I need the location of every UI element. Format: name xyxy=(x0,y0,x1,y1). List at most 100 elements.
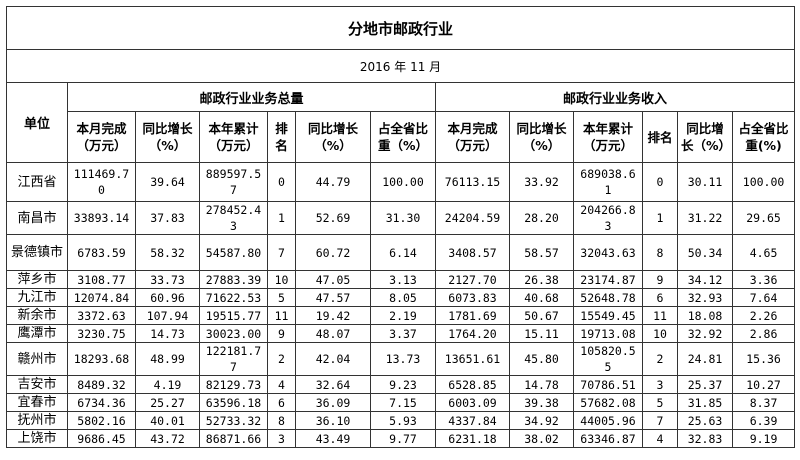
volume-cell: 9.77 xyxy=(370,429,436,448)
report-date: 2016 年 11 月 xyxy=(5,49,796,83)
volume-cell: 3 xyxy=(267,429,296,448)
revenue-cell: 26.38 xyxy=(509,270,574,289)
revenue-cell: 10 xyxy=(642,324,678,343)
volume-cell: 33.73 xyxy=(135,270,200,289)
revenue-cell: 6231.18 xyxy=(435,429,510,448)
revenue-cell: 31.85 xyxy=(677,393,733,412)
revenue-cell: 45.80 xyxy=(509,342,574,376)
volume-cell: 0 xyxy=(267,162,296,202)
revenue-cell: 50.67 xyxy=(509,306,574,325)
unit-name: 赣州市 xyxy=(6,342,68,376)
volume-cell: 889597.57 xyxy=(199,162,268,202)
volume-cell: 54587.80 xyxy=(199,234,268,271)
revenue-cell: 689038.61 xyxy=(573,162,643,202)
unit-name: 江西省 xyxy=(6,162,68,202)
volume-cell: 122181.77 xyxy=(199,342,268,376)
column-header-volume: 本年累计（万元） xyxy=(199,111,268,163)
volume-cell: 60.96 xyxy=(135,288,200,307)
revenue-cell: 6528.85 xyxy=(435,375,510,394)
revenue-cell: 14.78 xyxy=(509,375,574,394)
volume-cell: 4 xyxy=(267,375,296,394)
revenue-cell: 1764.20 xyxy=(435,324,510,343)
volume-cell: 5.93 xyxy=(370,411,436,430)
revenue-cell: 70786.51 xyxy=(573,375,643,394)
volume-cell: 58.32 xyxy=(135,234,200,271)
table-row: 萍乡市 3108.77 33.73 27883.39 10 47.05 3.13 2127.7… xyxy=(6,270,796,289)
column-header-revenue: 排名 xyxy=(642,111,678,163)
revenue-cell: 3 xyxy=(642,375,678,394)
revenue-cell: 23174.87 xyxy=(573,270,643,289)
unit-name: 鹰潭市 xyxy=(6,324,68,343)
volume-cell: 43.72 xyxy=(135,429,200,448)
table-row: 景德镇市 6783.59 58.32 54587.80 7 60.72 6.14 3408.5… xyxy=(6,234,796,271)
volume-cell: 5802.16 xyxy=(67,411,136,430)
column-header-volume: 本月完成（万元） xyxy=(67,111,136,163)
column-header-revenue: 本年累计（万元） xyxy=(573,111,643,163)
volume-cell: 60.72 xyxy=(295,234,371,271)
volume-cell: 25.27 xyxy=(135,393,200,412)
column-header-volume: 占全省比重（%） xyxy=(370,111,436,163)
revenue-cell: 38.02 xyxy=(509,429,574,448)
revenue-cell: 34.12 xyxy=(677,270,733,289)
table-row: 江西省 111469.70 39.64 889597.57 0 44.79 100.00 76… xyxy=(6,162,796,202)
unit-header: 单位 xyxy=(6,82,68,163)
volume-cell: 47.57 xyxy=(295,288,371,307)
volume-cell: 2.19 xyxy=(370,306,436,325)
unit-name: 上饶市 xyxy=(6,429,68,448)
volume-cell: 9686.45 xyxy=(67,429,136,448)
revenue-cell: 15549.45 xyxy=(573,306,643,325)
volume-cell: 3372.63 xyxy=(67,306,136,325)
revenue-cell: 3408.57 xyxy=(435,234,510,271)
revenue-cell: 6073.83 xyxy=(435,288,510,307)
table-row: 新余市 3372.63 107.94 19515.77 11 19.42 2.19 1781.… xyxy=(6,306,796,325)
column-header-revenue: 本月完成（万元） xyxy=(435,111,510,163)
revenue-cell: 76113.15 xyxy=(435,162,510,202)
volume-cell: 82129.73 xyxy=(199,375,268,394)
volume-cell: 3.13 xyxy=(370,270,436,289)
volume-cell: 10 xyxy=(267,270,296,289)
volume-cell: 11 xyxy=(267,306,296,325)
revenue-cell: 39.38 xyxy=(509,393,574,412)
column-header-revenue: 占全省比重(%) xyxy=(731,111,796,163)
volume-cell: 100.00 xyxy=(370,162,436,202)
revenue-cell: 25.63 xyxy=(677,411,733,430)
revenue-cell: 44005.96 xyxy=(573,411,643,430)
volume-cell: 6 xyxy=(267,393,296,412)
volume-cell: 71622.53 xyxy=(199,288,268,307)
unit-name: 宜春市 xyxy=(6,393,68,412)
revenue-cell: 4337.84 xyxy=(435,411,510,430)
volume-cell: 32.64 xyxy=(295,375,371,394)
revenue-cell: 100.00 xyxy=(731,162,796,202)
revenue-cell: 0 xyxy=(642,162,678,202)
volume-cell: 9.23 xyxy=(370,375,436,394)
revenue-cell: 2127.70 xyxy=(435,270,510,289)
unit-name: 景德镇市 xyxy=(6,234,68,271)
revenue-cell: 6.39 xyxy=(731,411,796,430)
revenue-cell: 52648.78 xyxy=(573,288,643,307)
revenue-cell: 2.26 xyxy=(731,306,796,325)
table-row: 赣州市 18293.68 48.99 122181.77 2 42.04 13.73 1365… xyxy=(6,342,796,376)
revenue-cell: 7.64 xyxy=(731,288,796,307)
revenue-cell: 9.19 xyxy=(731,429,796,448)
volume-cell: 19.42 xyxy=(295,306,371,325)
revenue-cell: 7 xyxy=(642,411,678,430)
volume-cell: 7.15 xyxy=(370,393,436,412)
revenue-cell: 24204.59 xyxy=(435,201,510,235)
column-header-volume: 排名 xyxy=(267,111,296,163)
revenue-cell: 30.11 xyxy=(677,162,733,202)
volume-cell: 43.49 xyxy=(295,429,371,448)
column-header-volume: 同比增长（%） xyxy=(135,111,200,163)
revenue-cell: 32.83 xyxy=(677,429,733,448)
revenue-cell: 3.36 xyxy=(731,270,796,289)
volume-cell: 5 xyxy=(267,288,296,307)
revenue-cell: 6003.09 xyxy=(435,393,510,412)
volume-cell: 31.30 xyxy=(370,201,436,235)
volume-cell: 8 xyxy=(267,411,296,430)
revenue-cell: 105820.55 xyxy=(573,342,643,376)
revenue-cell: 32043.63 xyxy=(573,234,643,271)
volume-cell: 52.69 xyxy=(295,201,371,235)
volume-cell: 37.83 xyxy=(135,201,200,235)
revenue-cell: 24.81 xyxy=(677,342,733,376)
column-header-volume: 同比增长（%） xyxy=(295,111,371,163)
revenue-cell: 31.22 xyxy=(677,201,733,235)
